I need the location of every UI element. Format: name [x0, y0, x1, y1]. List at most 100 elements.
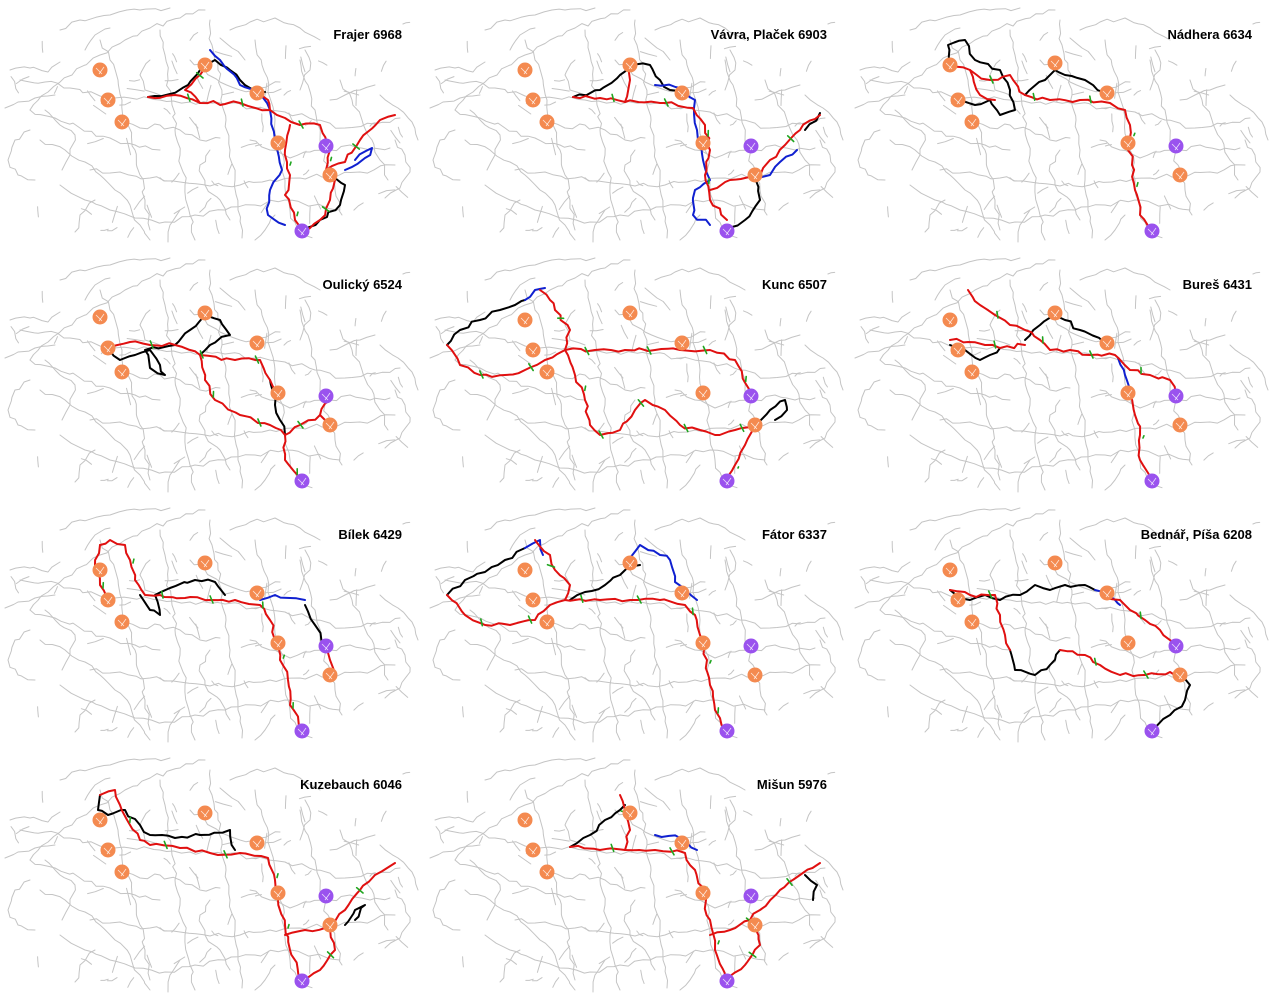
direction-tick	[296, 211, 299, 217]
road-stub	[378, 189, 396, 195]
road-line	[989, 559, 1011, 596]
road-stub	[584, 677, 593, 682]
road-stub	[300, 556, 306, 573]
road-stub	[778, 202, 789, 211]
road-line	[339, 579, 389, 681]
road-stub	[100, 228, 109, 231]
road-stub	[983, 445, 996, 460]
road-line	[9, 561, 61, 573]
road-stub	[950, 228, 959, 231]
direction-tick	[160, 590, 164, 599]
road-line	[633, 769, 668, 989]
road-stub	[709, 795, 712, 809]
road-stub	[354, 318, 357, 327]
direction-tick	[1133, 132, 1136, 137]
map-panel: Nádhera 6634	[850, 0, 1275, 250]
checkpoint-marker	[92, 812, 108, 828]
road-stub	[815, 629, 826, 644]
road-stub	[390, 129, 401, 144]
road-stub	[1230, 310, 1237, 322]
road-stub	[679, 144, 687, 147]
road-stub	[612, 186, 624, 194]
road-stub	[1104, 644, 1112, 647]
road-stub	[996, 204, 1003, 218]
direction-tick	[709, 659, 712, 664]
road-stub	[164, 829, 179, 832]
road-stub	[558, 445, 571, 460]
road-stub	[1022, 553, 1028, 563]
road-stub	[558, 695, 571, 710]
road-stub	[1009, 427, 1018, 432]
route-segment	[726, 424, 756, 482]
road-line	[1009, 279, 1046, 491]
road-stub	[440, 326, 455, 335]
road-line	[99, 789, 151, 981]
road-stub	[728, 919, 735, 926]
road-line	[299, 309, 343, 466]
direction-tick	[580, 594, 584, 603]
road-stub	[1153, 419, 1160, 426]
road-stub	[723, 45, 737, 50]
road-stub	[462, 206, 464, 218]
road-stub	[689, 82, 693, 99]
direction-tick	[132, 558, 135, 564]
checkpoint-marker	[1047, 555, 1063, 571]
direction-tick	[276, 873, 279, 879]
road-stub	[1061, 680, 1069, 687]
road-stub	[189, 782, 199, 791]
road-line	[464, 139, 576, 241]
map-panel: Kuzebauch 6046	[0, 750, 425, 1000]
road-stub	[369, 622, 376, 627]
road-stub	[743, 810, 753, 816]
direction-tick	[989, 75, 994, 84]
road-line	[544, 119, 646, 142]
road-stub	[93, 604, 107, 615]
road-line	[524, 39, 576, 231]
road-line	[99, 39, 151, 231]
direction-tick	[737, 466, 740, 469]
road-stub	[369, 372, 376, 377]
road-stub	[355, 839, 358, 856]
direction-tick	[527, 615, 533, 624]
road-line	[1149, 559, 1193, 716]
road-stub	[996, 454, 1003, 468]
road-line	[484, 7, 596, 31]
road-line	[809, 889, 836, 949]
direction-tick	[199, 350, 204, 359]
road-line	[623, 649, 656, 721]
road-stub	[466, 790, 469, 803]
direction-tick	[287, 923, 290, 929]
road-stub	[536, 455, 543, 473]
direction-tick	[637, 399, 645, 407]
road-stub	[304, 870, 312, 876]
road-stub	[80, 958, 92, 965]
road-stub	[265, 338, 282, 344]
road-stub	[571, 704, 578, 718]
road-line	[544, 869, 646, 892]
road-stub	[128, 329, 141, 332]
road-stub	[725, 556, 731, 573]
road-line	[809, 139, 836, 199]
checkpoint-marker	[747, 167, 763, 183]
road-line	[339, 829, 389, 931]
road-line	[219, 287, 246, 311]
road-stub	[227, 913, 233, 925]
road-stub	[10, 76, 19, 94]
road-line	[299, 299, 312, 341]
road-stub	[254, 144, 262, 147]
road-stub	[887, 206, 889, 218]
checkpoint-marker	[1120, 635, 1136, 651]
road-stub	[240, 642, 258, 648]
road-stub	[435, 576, 444, 594]
road-stub	[778, 702, 789, 711]
road-stub	[390, 379, 401, 394]
road-stub	[1152, 400, 1157, 408]
checkpoint-marker	[674, 585, 690, 601]
road-stub	[1061, 430, 1069, 437]
road-stub	[189, 366, 199, 379]
road-stub	[531, 477, 543, 482]
road-stub	[159, 927, 168, 932]
direction-tick	[326, 951, 335, 959]
route-map	[429, 257, 844, 493]
road-line	[9, 811, 61, 823]
